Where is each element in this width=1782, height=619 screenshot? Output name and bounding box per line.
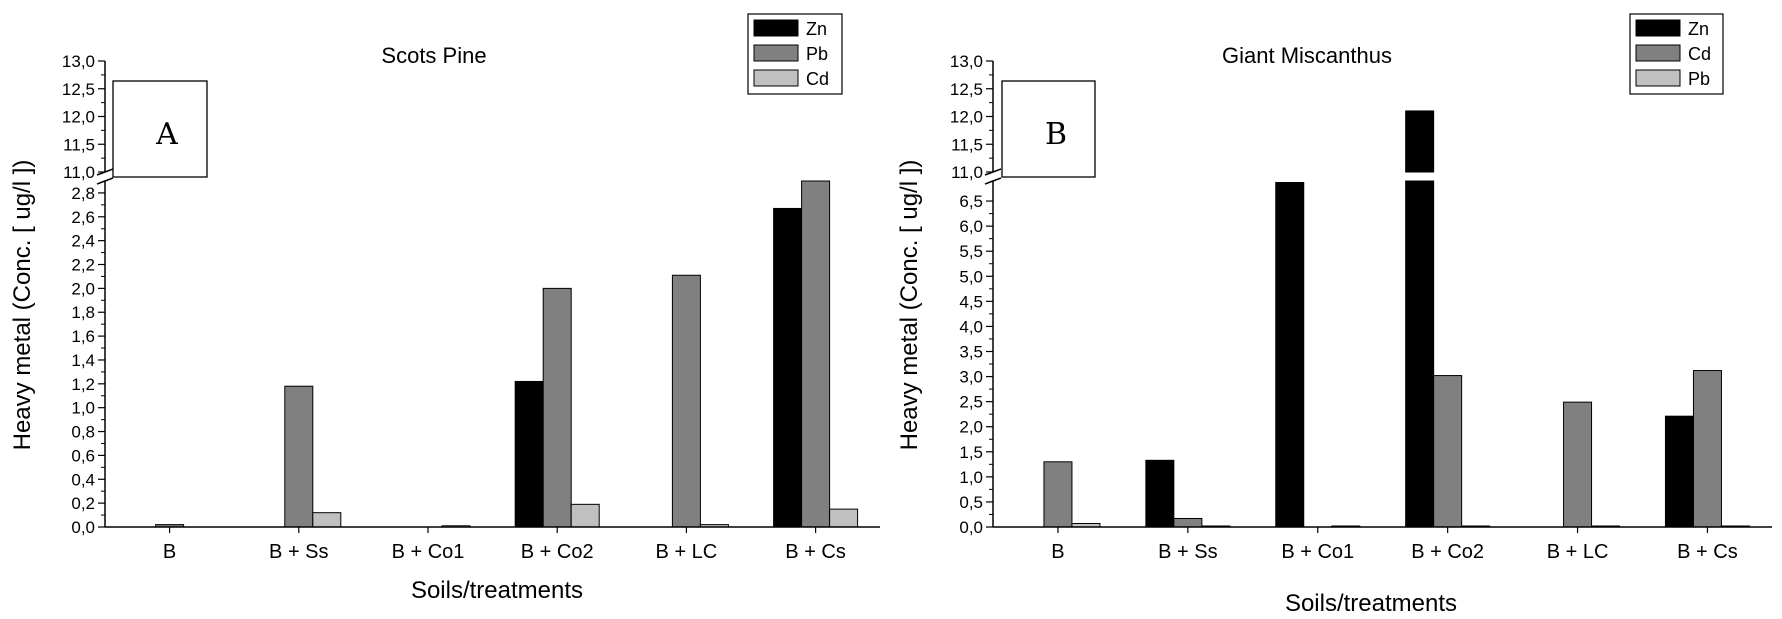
y-tick-label: 2,5 bbox=[959, 393, 983, 412]
x-tick-label: B + Co2 bbox=[521, 541, 594, 563]
legend-label-cd: Cd bbox=[1688, 44, 1711, 64]
bar-pb bbox=[801, 180, 831, 528]
legend-label-cd: Cd bbox=[806, 69, 829, 89]
legend: Zn Cd Pb bbox=[1629, 13, 1724, 95]
legend-label-pb: Pb bbox=[1688, 69, 1710, 89]
y-tick-label: 2,0 bbox=[71, 279, 95, 298]
bar-cd bbox=[829, 508, 859, 528]
y-tick-label: 1,0 bbox=[71, 399, 95, 418]
legend-label-pb: Pb bbox=[806, 44, 828, 64]
bar-cd bbox=[1692, 370, 1722, 528]
x-tick-label: B + Ss bbox=[1158, 541, 1217, 563]
legend-label-zn: Zn bbox=[806, 19, 827, 39]
bar-pb bbox=[671, 274, 701, 528]
bar-zn bbox=[1275, 182, 1305, 528]
chart-title: Scots Pine bbox=[381, 43, 486, 68]
panel-letter: A bbox=[155, 117, 178, 152]
y-tick-label: 6,0 bbox=[959, 217, 983, 236]
bar-cd bbox=[1563, 401, 1593, 528]
y-tick-label: 3,5 bbox=[959, 342, 983, 361]
y-tick-label: 1,8 bbox=[71, 303, 95, 322]
y-tick-label: 3,0 bbox=[959, 368, 983, 387]
legend-swatch-zn bbox=[1635, 19, 1681, 37]
legend-swatch-zn bbox=[753, 19, 799, 37]
x-tick-label: B bbox=[1051, 541, 1064, 563]
bar-pb bbox=[284, 385, 314, 528]
panel-scots-pine: Scots Pine Soils/treatments Heavy metal … bbox=[9, 13, 880, 604]
x-tick-label: B bbox=[163, 541, 176, 563]
legend-swatch-cd bbox=[753, 69, 799, 87]
x-tick-label: B + Co2 bbox=[1411, 541, 1484, 563]
y-tick-label: 4,5 bbox=[959, 292, 983, 311]
chart-title: Giant Miscanthus bbox=[1222, 43, 1392, 68]
y-tick-label: 6,5 bbox=[959, 192, 983, 211]
y-tick-label: 11,5 bbox=[63, 135, 95, 154]
panel-giant-miscanthus: Giant Miscanthus Soils/treatments Heavy … bbox=[896, 13, 1772, 617]
panel-letter-box: A bbox=[112, 80, 208, 178]
y-tick-label: 2,2 bbox=[71, 256, 95, 275]
y-tick-label: 5,0 bbox=[959, 267, 983, 286]
bar-zn-upper bbox=[1405, 110, 1435, 173]
bar-cd bbox=[1043, 461, 1073, 528]
x-tick-label: B + Ss bbox=[269, 541, 328, 563]
x-tick-label: B + Co1 bbox=[392, 541, 465, 563]
y-tick-label: 0,6 bbox=[71, 446, 95, 465]
bar-pb bbox=[542, 287, 572, 528]
legend-swatch-cd bbox=[1635, 44, 1681, 62]
y-axis-label: Heavy metal (Conc. [ ug/l ]) bbox=[896, 160, 923, 451]
legend: Zn Pb Cd bbox=[747, 13, 843, 95]
y-tick-label: 0,0 bbox=[959, 518, 983, 537]
legend-swatch-pb bbox=[1635, 69, 1681, 87]
y-tick-label: 1,0 bbox=[959, 468, 983, 487]
x-axis-label: Soils/treatments bbox=[411, 577, 583, 604]
y-tick-label: 11,5 bbox=[951, 135, 983, 154]
y-tick-label: 0,2 bbox=[71, 494, 95, 513]
x-tick-label: B + Cs bbox=[785, 541, 846, 563]
y-tick-label: 13,0 bbox=[950, 52, 983, 71]
y-tick-label: 0,0 bbox=[71, 518, 95, 537]
bar-cd bbox=[312, 512, 342, 528]
panel-letter: B bbox=[1045, 117, 1067, 152]
y-tick-label: 0,5 bbox=[959, 493, 983, 512]
bar-zn bbox=[1405, 180, 1435, 528]
y-tick-label: 1,2 bbox=[71, 375, 95, 394]
y-tick-label: 11,0 bbox=[63, 163, 95, 182]
x-tick-label: B + LC bbox=[656, 541, 718, 563]
x-tick-label: B + Co1 bbox=[1281, 541, 1354, 563]
x-axis-label: Soils/treatments bbox=[1285, 590, 1457, 617]
y-tick-label: 4,0 bbox=[959, 317, 983, 336]
panel-letter-box: B bbox=[1001, 80, 1096, 178]
bar-zn bbox=[1145, 459, 1175, 528]
y-tick-label: 12,5 bbox=[62, 80, 95, 99]
bar-cd bbox=[1173, 517, 1203, 528]
bar-cd bbox=[570, 503, 600, 528]
y-tick-label: 13,0 bbox=[62, 52, 95, 71]
y-tick-label: 2,8 bbox=[71, 184, 95, 203]
y-tick-label: 2,6 bbox=[71, 208, 95, 227]
bar-zn bbox=[514, 380, 544, 528]
legend-swatch-pb bbox=[753, 44, 799, 62]
y-tick-label: 11,0 bbox=[951, 163, 983, 182]
y-tick-label: 1,6 bbox=[71, 327, 95, 346]
y-axis-label: Heavy metal (Conc. [ ug/l ]) bbox=[9, 160, 36, 451]
y-tick-label: 2,0 bbox=[959, 418, 983, 437]
y-tick-label: 12,0 bbox=[62, 108, 95, 127]
y-tick-label: 0,8 bbox=[71, 423, 95, 442]
bar-zn bbox=[1664, 415, 1694, 528]
y-tick-label: 5,5 bbox=[959, 242, 983, 261]
y-tick-label: 2,4 bbox=[71, 232, 95, 251]
legend-label-zn: Zn bbox=[1688, 19, 1709, 39]
y-tick-label: 0,4 bbox=[71, 470, 95, 489]
x-tick-label: B + LC bbox=[1547, 541, 1609, 563]
y-tick-label: 12,5 bbox=[950, 80, 983, 99]
y-tick-label: 1,4 bbox=[71, 351, 95, 370]
axis-break-mark bbox=[96, 177, 114, 185]
bar-zn bbox=[773, 207, 803, 528]
y-tick-label: 1,5 bbox=[959, 443, 983, 462]
x-tick-label: B + Cs bbox=[1677, 541, 1738, 563]
axis-break-mark bbox=[984, 177, 1002, 185]
bar-cd bbox=[1433, 375, 1463, 528]
y-tick-label: 12,0 bbox=[950, 108, 983, 127]
